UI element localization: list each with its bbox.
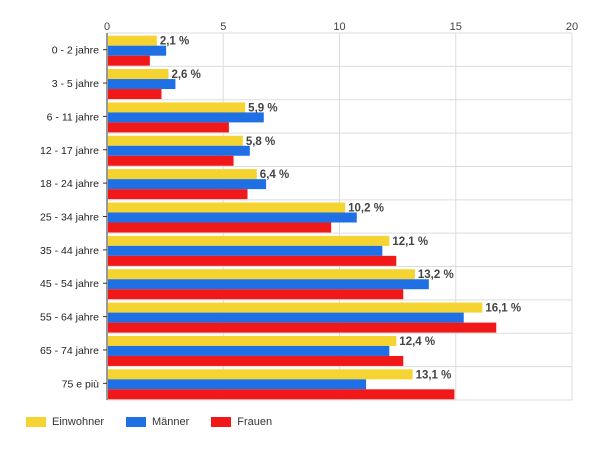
y-category-label: 35 - 44 jahre	[40, 245, 99, 257]
x-tick-label: 15	[450, 21, 462, 33]
bar-frauen	[108, 155, 234, 166]
bar-einwohner	[108, 35, 157, 46]
data-label: 2,6 %	[171, 69, 200, 81]
data-label: 5,9 %	[248, 102, 277, 114]
data-labels: 2,1 % 2,6 % 5,9 % 5,8 % 6,4 % 10,2 % 12,1 % 13,…	[160, 36, 521, 382]
bar-frauen	[108, 189, 248, 200]
data-label: 12,1 %	[392, 236, 428, 248]
bar-mnner	[108, 212, 357, 223]
legend-label-maenner: Männer	[151, 416, 190, 428]
legend-swatch-frauen	[211, 417, 232, 427]
bar-frauen	[108, 222, 332, 233]
bar-mnner	[108, 379, 367, 390]
x-axis-ticks: 0 5 10 15 20	[104, 21, 578, 33]
legend-swatch-maenner	[125, 417, 146, 427]
x-tick-label: 20	[566, 21, 578, 33]
bar-frauen	[108, 89, 162, 100]
legend-swatch-einwohner	[26, 417, 46, 427]
legend-item-frauen: Frauen	[211, 416, 272, 428]
legend: Einwohner Männer Frauen	[26, 416, 272, 428]
bar-frauen	[108, 289, 404, 300]
bar-einwohner	[108, 302, 483, 313]
legend-label-einwohner: Einwohner	[52, 416, 104, 428]
bar-einwohner	[108, 69, 169, 80]
y-category-label: 25 - 34 jahre	[40, 212, 99, 224]
legend-item-einwohner: Einwohner	[26, 416, 104, 428]
data-label: 12,4 %	[399, 336, 435, 348]
y-axis-categories: 0 - 2 jahre 3 - 5 jahre 6 - 11 jahre 12 - 1…	[40, 45, 107, 390]
bar-frauen	[108, 355, 404, 366]
data-label: 6,4 %	[260, 169, 289, 181]
data-label: 13,2 %	[418, 269, 454, 281]
bar-einwohner	[108, 269, 415, 280]
bar-mnner	[108, 345, 390, 356]
bar-einwohner	[108, 169, 257, 180]
y-category-label: 12 - 17 jahre	[40, 145, 99, 157]
bar-mnner	[108, 312, 464, 323]
bar-mnner	[108, 245, 383, 256]
bar-einwohner	[108, 369, 413, 380]
bar-einwohner	[108, 235, 390, 246]
y-category-label: 0 - 2 jahre	[52, 45, 99, 57]
y-category-label: 3 - 5 jahre	[52, 78, 99, 90]
bars	[108, 35, 497, 400]
bar-mnner	[108, 145, 250, 156]
bar-mnner	[108, 45, 167, 56]
data-label: 2,1 %	[160, 36, 189, 48]
legend-label-frauen: Frauen	[237, 416, 273, 428]
y-category-label: 6 - 11 jahre	[47, 111, 99, 123]
bar-einwohner	[108, 335, 397, 346]
bar-frauen	[108, 122, 229, 133]
bar-einwohner	[108, 102, 246, 113]
x-tick-label: 10	[333, 21, 345, 33]
bar-mnner	[108, 112, 264, 123]
bar-frauen	[108, 55, 150, 66]
x-tick-label: 0	[104, 21, 110, 33]
legend-item-maenner: Männer	[125, 416, 190, 428]
data-label: 13,1 %	[416, 369, 452, 381]
bar-mnner	[108, 279, 429, 290]
y-category-label: 65 - 74 jahre	[40, 345, 99, 357]
data-label: 5,8 %	[246, 136, 275, 148]
bar-mnner	[108, 79, 176, 90]
y-category-label: 75 e più	[62, 378, 100, 390]
bar-frauen	[108, 322, 497, 333]
bar-frauen	[108, 389, 455, 400]
data-label: 16,1 %	[485, 303, 521, 315]
bar-frauen	[108, 255, 397, 266]
x-tick-label: 5	[220, 21, 226, 33]
bar-einwohner	[108, 135, 243, 146]
data-label: 10,2 %	[348, 203, 384, 215]
y-category-label: 55 - 64 jahre	[40, 312, 99, 324]
bar-mnner	[108, 179, 267, 190]
y-category-label: 45 - 54 jahre	[40, 278, 99, 290]
bar-einwohner	[108, 202, 346, 213]
y-category-label: 18 - 24 jahre	[40, 178, 99, 190]
